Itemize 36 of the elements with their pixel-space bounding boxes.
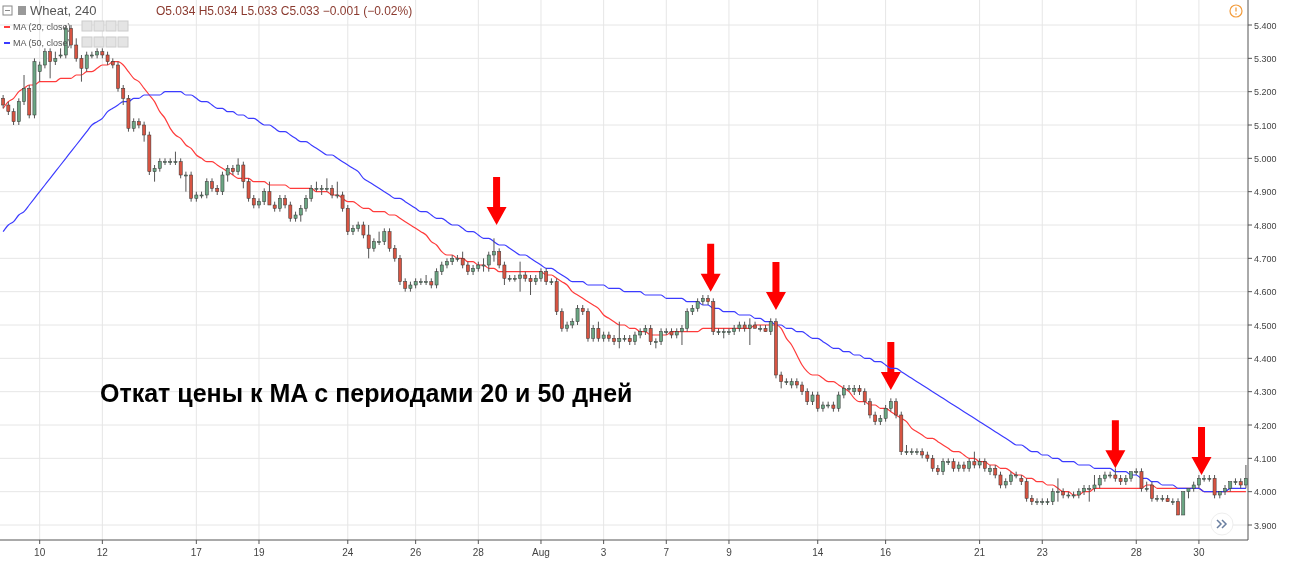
annotation: Откат цены к MA с периодами 20 и 50 дней: [100, 379, 633, 407]
y-tick-label: 5.400: [1254, 20, 1277, 31]
y-tick-label: 5.100: [1254, 120, 1277, 131]
x-tick-label: 10: [34, 547, 46, 558]
chart-title: Wheat, 240: [30, 3, 97, 18]
y-tick-label: 4.900: [1254, 187, 1277, 198]
y-tick-label: 5.200: [1254, 87, 1277, 98]
x-tick-label: 24: [342, 547, 354, 558]
x-tick-label: Aug: [532, 547, 550, 558]
x-tick-label: 12: [96, 547, 109, 558]
y-tick-label: 5.000: [1254, 153, 1277, 164]
x-tick-label: 3: [600, 547, 607, 558]
chart-subtitle: O5.034 H5.034 L5.033 C5.033 −0.001 (−0.02%): [156, 4, 413, 18]
x-tick-label: 30: [1193, 547, 1205, 558]
y-tick-label: 4.000: [1254, 487, 1277, 498]
x-tick-label: 16: [880, 547, 892, 558]
x-tick-label: 17: [190, 547, 203, 558]
x-tick-label: 19: [253, 547, 265, 558]
y-tick-label: 3.900: [1254, 520, 1277, 531]
y-tick-label: 4.100: [1254, 453, 1277, 464]
x-tick-label: 21: [974, 547, 986, 558]
y-tick-label: 4.800: [1254, 220, 1277, 231]
x-tick-label: 28: [1130, 547, 1143, 558]
y-tick-label: 4.400: [1254, 353, 1277, 364]
x-tick-label: 23: [1036, 547, 1049, 558]
x-tick-label: 7: [663, 547, 670, 558]
y-tick-label: 4.200: [1254, 420, 1277, 431]
y-tick-label: 5.300: [1254, 53, 1277, 64]
y-tick-label: 4.700: [1254, 253, 1277, 264]
x-tick-label: 9: [726, 547, 733, 558]
y-tick-label: 4.300: [1254, 387, 1277, 398]
x-tick-label: 26: [410, 547, 422, 558]
y-tick-label: 4.600: [1254, 287, 1277, 298]
x-tick-label: 14: [812, 547, 824, 558]
y-tick-label: 4.500: [1254, 320, 1277, 331]
x-tick-label: 28: [472, 547, 485, 558]
